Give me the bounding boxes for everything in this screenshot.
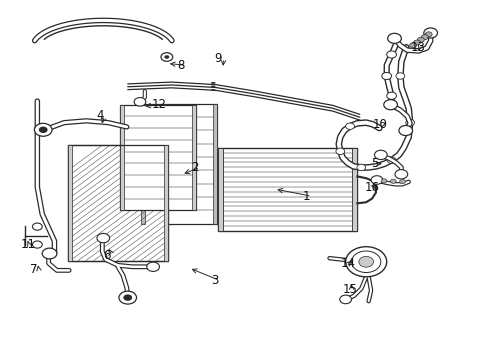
Circle shape: [387, 92, 396, 99]
Bar: [164, 145, 168, 261]
Bar: [142, 104, 217, 224]
Circle shape: [391, 179, 396, 183]
Text: 10: 10: [373, 118, 388, 131]
Text: 6: 6: [103, 249, 111, 262]
Circle shape: [417, 37, 424, 42]
Bar: [218, 148, 357, 231]
Bar: [68, 145, 72, 261]
Text: 7: 7: [30, 263, 38, 276]
Text: 15: 15: [343, 283, 358, 296]
Circle shape: [381, 179, 387, 183]
Bar: [121, 105, 196, 211]
Circle shape: [351, 251, 381, 273]
Circle shape: [32, 241, 42, 248]
Circle shape: [396, 73, 405, 79]
Circle shape: [34, 123, 52, 136]
Circle shape: [400, 179, 405, 184]
Bar: [121, 105, 124, 211]
Text: 11: 11: [20, 238, 35, 251]
Text: 9: 9: [215, 51, 222, 64]
Circle shape: [32, 223, 42, 230]
Circle shape: [340, 295, 351, 304]
Circle shape: [406, 120, 415, 126]
Circle shape: [39, 127, 48, 133]
Bar: [142, 104, 146, 224]
Text: 1: 1: [303, 190, 310, 203]
Circle shape: [387, 157, 396, 163]
Bar: [352, 148, 357, 231]
Circle shape: [388, 33, 401, 43]
Text: 12: 12: [151, 98, 166, 111]
Circle shape: [414, 40, 420, 45]
Circle shape: [119, 291, 137, 304]
Text: 13: 13: [411, 41, 426, 54]
Text: 3: 3: [211, 274, 218, 287]
Circle shape: [384, 100, 397, 110]
Bar: [218, 148, 223, 231]
Circle shape: [395, 170, 408, 179]
Circle shape: [425, 32, 432, 37]
Text: 4: 4: [96, 109, 103, 122]
Circle shape: [357, 164, 366, 171]
Text: 16: 16: [365, 181, 380, 194]
Bar: [213, 104, 217, 224]
Circle shape: [97, 233, 110, 243]
Circle shape: [387, 51, 396, 58]
Circle shape: [424, 28, 438, 38]
Circle shape: [123, 294, 132, 301]
Circle shape: [345, 247, 387, 277]
Circle shape: [164, 55, 169, 59]
Bar: [192, 105, 196, 211]
Circle shape: [345, 123, 354, 130]
Text: 5: 5: [371, 157, 378, 170]
Circle shape: [382, 72, 392, 80]
Circle shape: [134, 98, 146, 106]
Circle shape: [374, 150, 387, 159]
Text: 2: 2: [191, 161, 199, 174]
Circle shape: [147, 262, 159, 271]
Circle shape: [161, 53, 172, 61]
Circle shape: [359, 256, 373, 267]
Bar: [68, 145, 168, 261]
Circle shape: [371, 176, 383, 184]
Bar: [68, 145, 168, 261]
Circle shape: [410, 43, 416, 48]
Text: 14: 14: [340, 257, 355, 270]
Text: 8: 8: [177, 59, 185, 72]
Circle shape: [336, 148, 344, 154]
Circle shape: [399, 126, 413, 135]
Circle shape: [421, 35, 428, 40]
Circle shape: [42, 248, 57, 259]
